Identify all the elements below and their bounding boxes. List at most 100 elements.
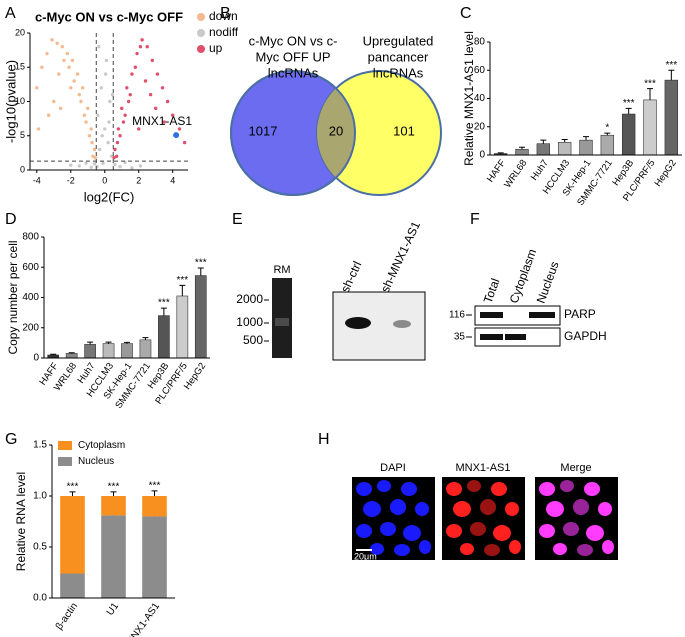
blot-band (480, 312, 503, 318)
bar-segment (142, 496, 167, 517)
panel-label: C (460, 5, 472, 22)
point (92, 147, 97, 152)
point (118, 134, 122, 138)
x-tick-label: -2 (67, 175, 75, 185)
x-tick-label: -4 (33, 175, 41, 185)
point (114, 154, 119, 158)
cell (584, 482, 600, 496)
y-axis-label: Copy number per cell (6, 240, 20, 354)
significance-label: *** (67, 482, 79, 493)
error-bar (50, 353, 57, 355)
point (70, 58, 75, 63)
y-tick-label: 0.0 (33, 593, 47, 604)
marker-label: 116 (449, 310, 465, 321)
point (120, 106, 124, 111)
highlight-label: MNX1-AS1 (132, 114, 192, 128)
point (89, 165, 93, 169)
bar (102, 343, 115, 359)
point (148, 92, 153, 97)
point (121, 120, 126, 124)
error-bar (124, 341, 130, 344)
point (89, 127, 93, 131)
venn-label: c-Myc ON vs c- (249, 33, 338, 48)
protein-label: PARP (564, 307, 596, 321)
point (99, 86, 104, 90)
error-bar (497, 152, 504, 154)
point (46, 113, 51, 117)
point (96, 113, 100, 117)
venn-label: lncRNAs (268, 65, 319, 80)
point (109, 154, 114, 158)
cell (453, 501, 471, 517)
point (138, 45, 143, 49)
y-tick-label: 0.5 (33, 542, 47, 553)
channel-label: DAPI (380, 462, 406, 474)
point (140, 38, 144, 42)
point (125, 86, 129, 90)
cell (390, 499, 406, 515)
blot-band (480, 334, 503, 340)
cell (546, 501, 564, 517)
cell (415, 502, 429, 516)
legend-label: Nucleus (78, 456, 114, 467)
cell (563, 522, 579, 536)
point (52, 99, 56, 104)
error-bar (561, 138, 568, 143)
error-bar (69, 491, 76, 496)
point (65, 51, 70, 56)
y-tick-label: 0 (20, 164, 25, 174)
venn-count: 101 (393, 123, 415, 138)
panel-label: D (5, 211, 17, 228)
panel-label: H (318, 431, 330, 448)
legend-label: nodiff (209, 25, 239, 39)
bar (515, 149, 529, 156)
error-bar (540, 139, 547, 144)
bar (643, 99, 657, 156)
bar (557, 141, 572, 156)
error-bar (668, 69, 675, 81)
point (123, 160, 127, 165)
point (36, 127, 41, 131)
venn-label: lncRNAs (373, 65, 424, 80)
point (160, 86, 165, 90)
blot-band (505, 334, 526, 340)
cell (446, 524, 462, 538)
point (72, 79, 76, 83)
marker-label: 2000 (236, 292, 263, 306)
point (57, 72, 61, 76)
marker-label: 500 (243, 333, 263, 347)
significance-label: *** (149, 481, 161, 492)
point (115, 140, 120, 145)
error-bar (151, 490, 158, 496)
point (138, 164, 143, 168)
cell (484, 544, 500, 556)
point (126, 99, 131, 104)
error-bar (110, 491, 117, 496)
bar-segment (142, 516, 167, 598)
x-tick-label: 4 (170, 175, 175, 185)
point (130, 72, 134, 76)
point (118, 164, 122, 169)
cell (401, 482, 417, 496)
cell (419, 540, 431, 554)
significance-label: *** (176, 275, 188, 286)
error-bar (105, 341, 112, 344)
point (50, 38, 54, 42)
y-tick-label: 40 (474, 93, 486, 104)
cell (394, 544, 410, 556)
point (92, 162, 97, 166)
error-bar (142, 337, 149, 340)
cell (363, 501, 381, 517)
point (116, 127, 121, 131)
point (171, 113, 175, 117)
cell (560, 480, 574, 492)
cell (553, 543, 567, 555)
legend-swatch (58, 457, 72, 466)
point (133, 65, 138, 69)
cell (480, 499, 496, 515)
point (84, 120, 88, 124)
y-tick-label: 80 (474, 37, 486, 48)
lane-label: sh-MNX1-AS1 (378, 219, 423, 295)
cell (602, 540, 614, 554)
cell (470, 522, 486, 536)
